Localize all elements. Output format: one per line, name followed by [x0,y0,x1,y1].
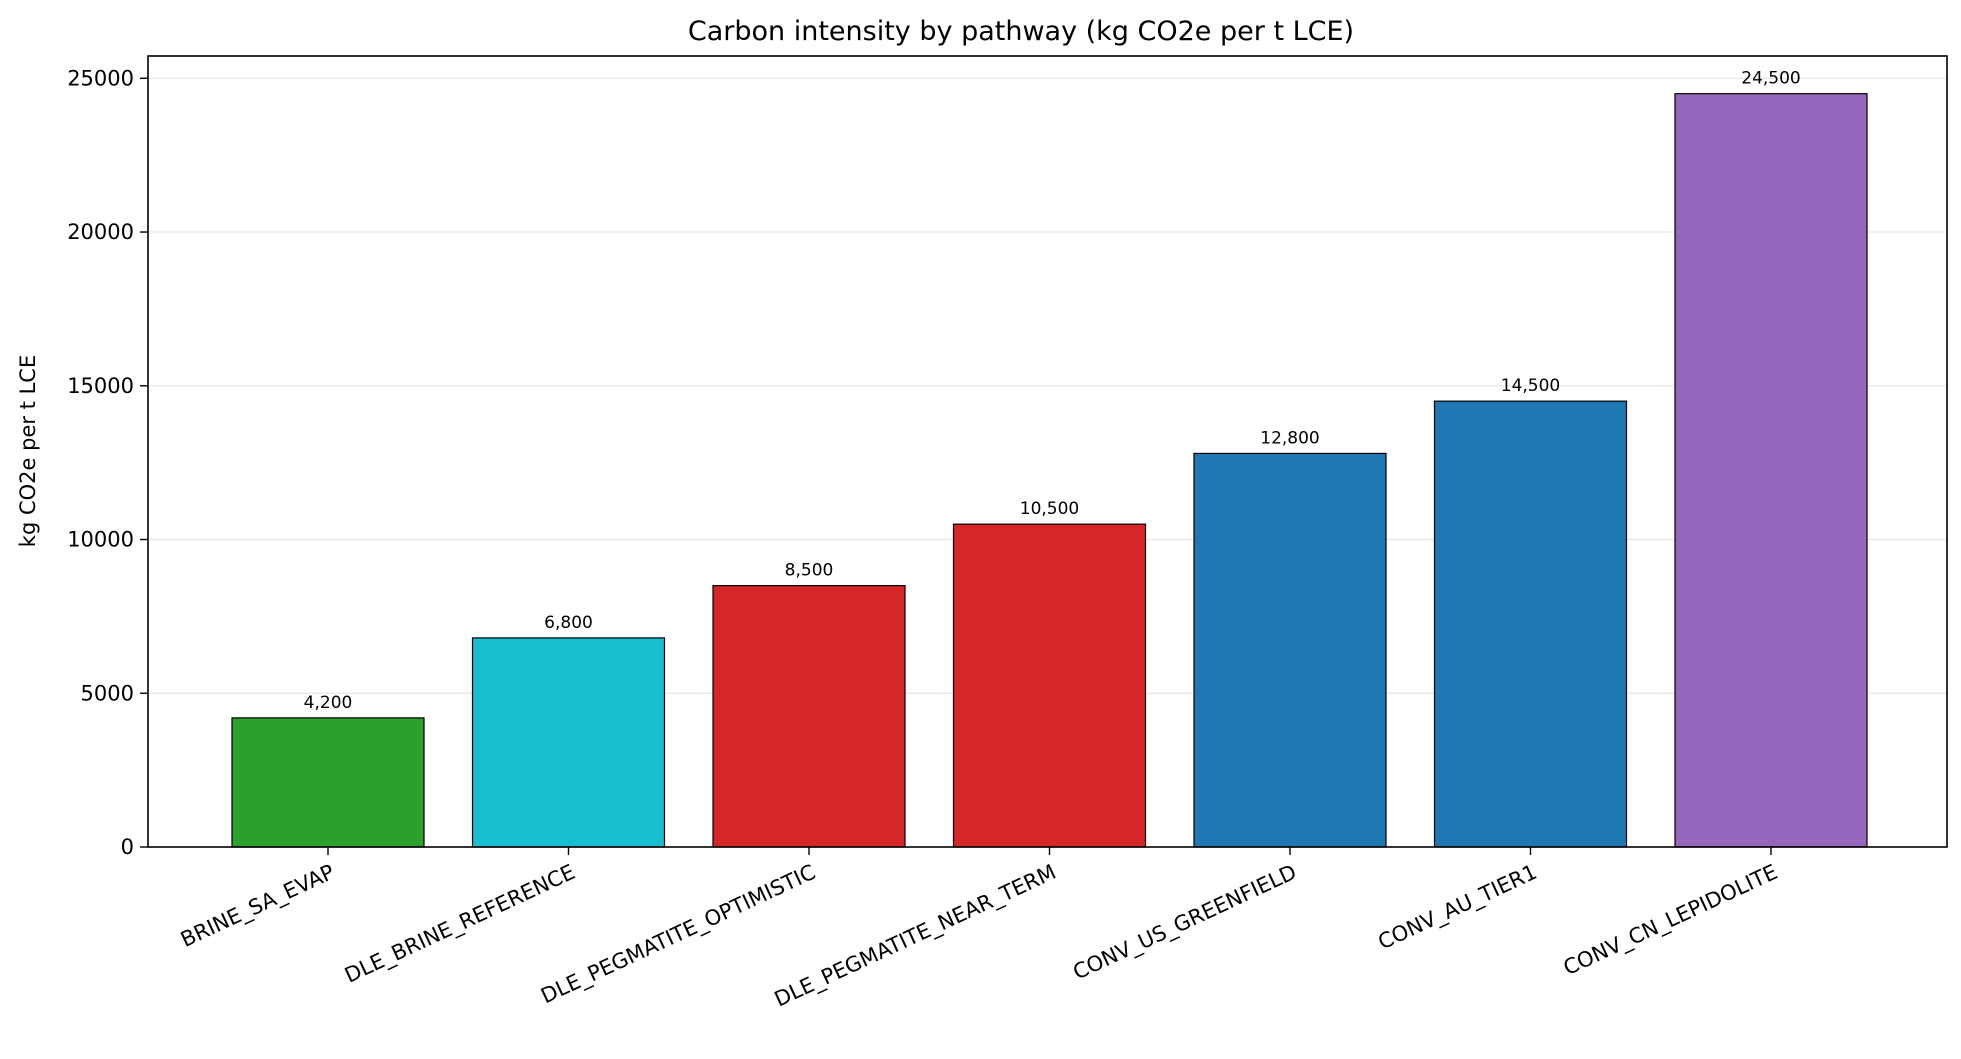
bar [1674,93,1868,848]
bar-value-label: 8,500 [785,561,834,581]
x-tick-label: DLE_BRINE_REFERENCE [341,860,579,989]
x-tick-label: CONV_CN_LEPIDOLITE [1560,860,1782,981]
y-axis-title: kg CO2e per t LCE [16,355,40,547]
bar-value-label: 4,200 [304,693,353,713]
y-tick-label: 25000 [67,66,134,90]
x-axis-ticks: BRINE_SA_EVAP DLE_BRINE_REFERENCEDLE_PEGM… [177,847,1782,1012]
plot-frame [147,55,1948,848]
bar-value-labels: 4,200 6,800 8,500 10,500 12,800 14,500 24,500 [304,69,1801,713]
y-tick-label: 20000 [67,220,134,244]
bar [1433,400,1628,848]
bar [231,717,425,848]
bar [1193,452,1387,848]
bar [712,585,906,848]
x-tick-label: BRINE_SA_EVAP [177,860,339,953]
y-tick-label: 5000 [81,681,134,705]
bar [471,637,666,848]
x-tick-label: CONV_AU_TIER1 [1374,860,1541,955]
bar-value-label: 6,800 [544,613,593,633]
y-tick-label: 15000 [67,374,134,398]
bar-value-label: 24,500 [1741,69,1800,89]
x-tick-label: CONV_US_GREENFIELD [1069,860,1300,986]
chart-title: Carbon intensity by pathway (kg CO2e per… [688,16,1354,47]
y-tick-label: 10000 [67,528,134,552]
gridlines [148,77,1947,694]
bar [952,523,1147,848]
y-axis-ticks: 0 5000 10000 15000 20000 25000 [67,66,148,859]
y-tick-label: 0 [121,835,134,859]
bars [231,93,1868,848]
bar-value-label: 14,500 [1501,376,1560,396]
bar-value-label: 12,800 [1260,428,1319,448]
bar-value-label: 10,500 [1020,499,1079,519]
